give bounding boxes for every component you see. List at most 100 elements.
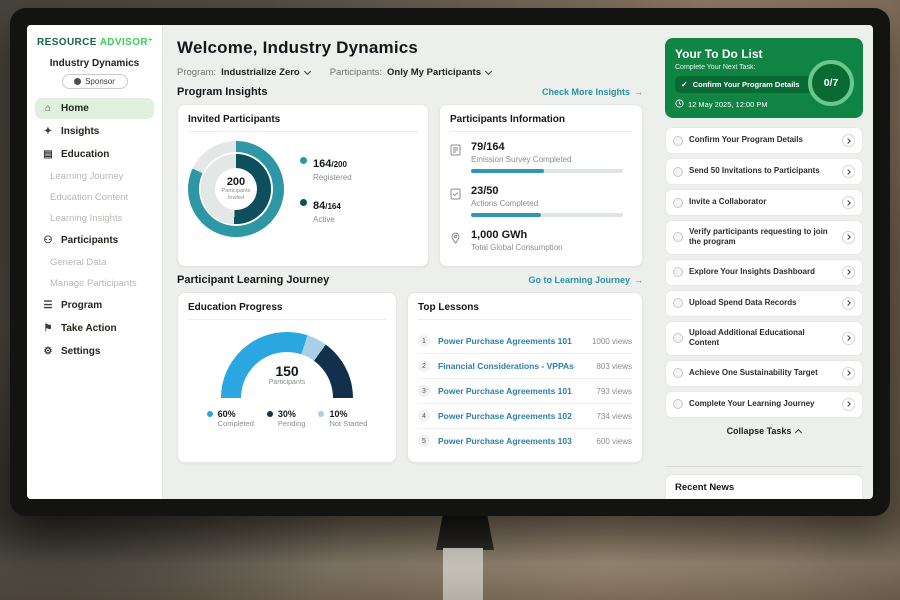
task-open-button[interactable] <box>842 196 855 209</box>
legend-item-completed: 60% Completed <box>206 409 254 428</box>
sidebar: RESOURCE ADVISOR+ Industry Dynamics Spon… <box>27 25 163 499</box>
task-checkbox[interactable] <box>673 166 683 177</box>
task-item[interactable]: Verify participants requesting to join t… <box>665 220 863 255</box>
sidebar-item-education[interactable]: ▤ Education <box>35 144 154 165</box>
sidebar-item-label: Learning Insights <box>50 213 123 224</box>
task-item[interactable]: Confirm Your Program Details <box>665 127 863 154</box>
participants-filter-label: Participants: <box>329 67 383 78</box>
stat-actions-completed: 23/50 Actions Completed <box>450 185 632 217</box>
lesson-link[interactable]: Power Purchase Agreements 102 <box>438 411 572 421</box>
task-item[interactable]: Explore Your Insights Dashboard <box>665 258 863 286</box>
task-item[interactable]: Achieve One Sustainability Target <box>665 359 863 387</box>
lesson-link[interactable]: Financial Considerations - VPPAs <box>438 361 574 371</box>
legend-dot <box>300 199 307 206</box>
sidebar-item-manage-participants[interactable]: Manage Participants <box>35 274 154 293</box>
sidebar-nav: ⌂ Home ✦ Insights ▤ Education Learning J… <box>35 98 154 362</box>
task-checkbox[interactable] <box>673 333 683 344</box>
task-checkbox[interactable] <box>673 232 683 243</box>
task-item[interactable]: Send 50 Invitations to Participants <box>665 158 863 185</box>
task-item[interactable]: Upload Spend Data Records <box>665 289 863 317</box>
task-checkbox[interactable] <box>673 267 683 278</box>
sidebar-item-participants[interactable]: ⚇ Participants <box>35 230 154 251</box>
lesson-views: 1000 views <box>591 336 632 346</box>
task-open-button[interactable] <box>842 331 855 345</box>
monitor-frame: RESOURCE ADVISOR+ Industry Dynamics Spon… <box>10 8 890 516</box>
top-lessons-card: Top Lessons 1 Power Purchase Agreements … <box>407 292 643 463</box>
insights-icon: ✦ <box>43 126 53 137</box>
sidebar-item-home[interactable]: ⌂ Home <box>35 98 154 119</box>
sidebar-item-insights[interactable]: ✦ Insights <box>35 121 154 142</box>
program-filter-label: Program: <box>177 67 217 78</box>
lesson-link[interactable]: Power Purchase Agreements 101 <box>438 386 572 396</box>
legend-item-pending: 30% Pending <box>266 409 305 428</box>
invited-legend: 164/200 Registered 84/164 Active <box>300 154 352 224</box>
lesson-row: 2 Financial Considerations - VPPAs 803 v… <box>418 354 632 379</box>
collapse-tasks-button[interactable]: Collapse Tasks <box>665 426 863 436</box>
task-item[interactable]: Invite a Collaborator <box>665 189 863 216</box>
invited-card-title: Invited Participants <box>188 114 418 132</box>
task-checkbox[interactable] <box>673 298 683 309</box>
lesson-link[interactable]: Power Purchase Agreements 101 <box>438 336 572 346</box>
learning-journey-title: Participant Learning Journey <box>177 274 330 286</box>
go-to-learning-journey-link[interactable]: Go to Learning Journey → <box>528 275 643 285</box>
todo-subtitle: Complete Your Next Task: <box>675 64 756 71</box>
task-checkbox[interactable] <box>673 399 683 410</box>
sidebar-item-label: General Data <box>50 257 107 268</box>
education-legend: 60% Completed 30% Pending <box>206 409 367 428</box>
task-item[interactable]: Complete Your Learning Journey <box>665 390 863 418</box>
task-open-button[interactable] <box>842 366 855 380</box>
chevron-up-icon <box>795 428 803 436</box>
task-open-button[interactable] <box>842 296 855 310</box>
sidebar-item-learning-journey[interactable]: Learning Journey <box>35 167 154 186</box>
education-card-title: Education Progress <box>188 302 386 320</box>
org-name: Industry Dynamics <box>49 58 140 69</box>
lesson-rank: 1 <box>418 335 430 347</box>
sidebar-item-program[interactable]: ☰ Program <box>35 295 154 316</box>
chevron-down-icon <box>303 67 311 76</box>
task-checkbox[interactable] <box>673 197 683 208</box>
chevron-right-icon <box>845 370 851 376</box>
sidebar-item-label: Program <box>61 300 103 311</box>
info-card-title: Participants Information <box>450 114 632 132</box>
task-open-button[interactable] <box>842 397 855 411</box>
sidebar-item-education-content[interactable]: Education Content <box>35 188 154 207</box>
todo-title: Your To Do List <box>675 47 763 61</box>
program-select[interactable]: Industrialize Zero <box>221 67 311 78</box>
sidebar-item-learning-insights[interactable]: Learning Insights <box>35 209 154 228</box>
progress-bar <box>471 213 623 217</box>
participants-information-card: Participants Information 79/164 Emission… <box>439 104 643 267</box>
program-icon: ☰ <box>43 300 53 311</box>
sidebar-item-label: Education <box>61 149 110 160</box>
task-open-button[interactable] <box>842 230 855 244</box>
invited-donut-chart: 200 Participants Invited <box>188 141 284 237</box>
sidebar-item-label: Home <box>61 103 89 114</box>
lesson-link[interactable]: Power Purchase Agreements 103 <box>438 436 572 446</box>
task-checkbox[interactable] <box>673 368 683 379</box>
brand-plus: + <box>148 37 153 44</box>
legend-dot <box>300 157 307 164</box>
lesson-row: 3 Power Purchase Agreements 101 793 view… <box>418 379 632 404</box>
sidebar-item-general-data[interactable]: General Data <box>35 253 154 272</box>
chevron-right-icon <box>845 199 851 206</box>
participants-select[interactable]: Only My Participants <box>387 67 493 78</box>
stat-global-consumption: 1,000 GWh Total Global Consumption <box>450 229 632 257</box>
sidebar-item-take-action[interactable]: ⚑ Take Action <box>35 318 154 339</box>
progress-bar-fill <box>471 213 541 217</box>
check-more-insights-link[interactable]: Check More Insights → <box>541 87 643 97</box>
monitor-stand-neck <box>436 514 494 550</box>
education-progress-card: Education Progress 150 Participants <box>177 292 397 463</box>
task-open-button[interactable] <box>842 165 855 178</box>
task-item[interactable]: Upload Additional Educational Content <box>665 320 863 356</box>
chevron-right-icon <box>845 335 851 342</box>
todo-next-time: 12 May 2025, 12:00 PM <box>675 99 853 110</box>
task-open-button[interactable] <box>842 265 855 279</box>
sponsor-badge-label: Sponsor <box>85 77 115 86</box>
task-open-button[interactable] <box>842 134 855 147</box>
sidebar-item-label: Settings <box>61 346 101 357</box>
main-content: Welcome, Industry Dynamics Program: Indu… <box>163 25 655 499</box>
invited-participants-card: Invited Participants 200 Participants In… <box>177 104 429 267</box>
sidebar-item-settings[interactable]: ⚙ Settings <box>35 341 154 362</box>
task-checkbox[interactable] <box>673 135 683 146</box>
consumption-icon <box>450 229 462 257</box>
invited-donut-center: 200 Participants Invited <box>215 168 257 210</box>
